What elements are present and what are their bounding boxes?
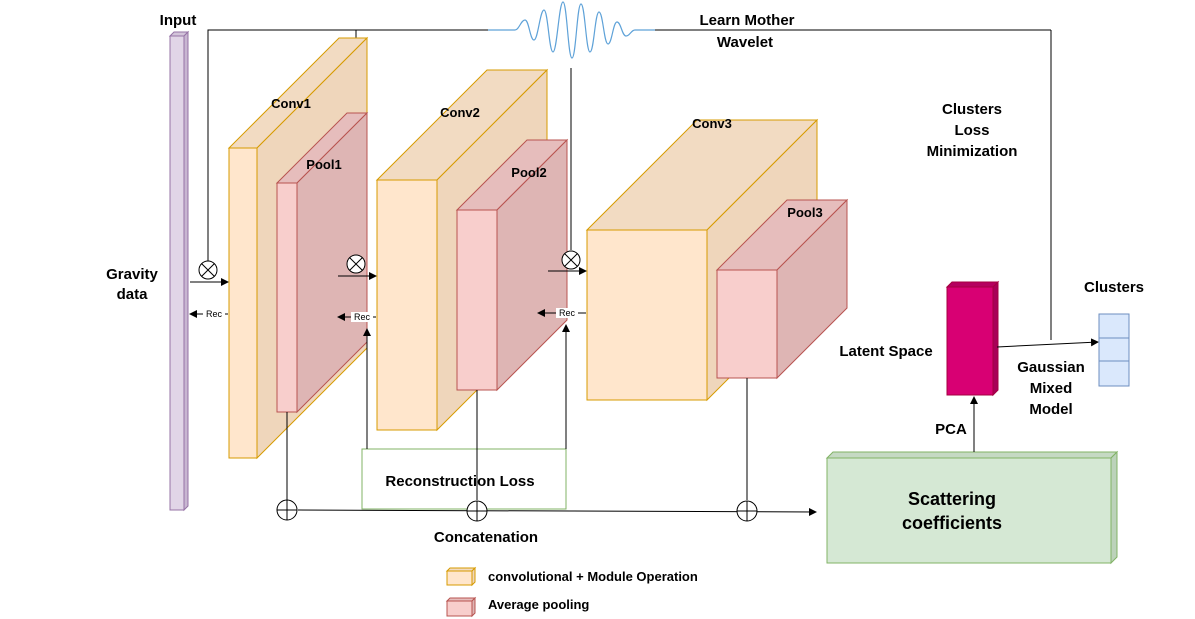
pool2-block xyxy=(455,138,569,392)
pca-label: PCA xyxy=(935,421,967,438)
clusters-loss-label-line1: Clusters xyxy=(942,101,1002,118)
scattering-label-line2: coefficients xyxy=(902,513,1002,533)
latent-space-block xyxy=(945,280,1000,397)
multiply-node-2 xyxy=(346,254,366,274)
multiply-node-1 xyxy=(198,260,218,280)
add-node-3 xyxy=(736,500,758,522)
clusters-loss-label-line2: Loss xyxy=(954,122,989,139)
pool1-label: Pool1 xyxy=(306,157,341,172)
concatenation-lines xyxy=(286,378,817,516)
rec-label-3: Rec xyxy=(559,308,576,318)
legend-pool-swatch xyxy=(445,596,477,618)
add-node-2 xyxy=(466,500,488,522)
forward-arrows xyxy=(190,267,587,286)
gmm-label-line3: Model xyxy=(1029,401,1072,418)
scattering-coefficients-box xyxy=(825,450,1119,565)
legend-pool-label: Average pooling xyxy=(488,597,589,612)
clusters-stack xyxy=(1098,313,1130,387)
rec-label-2: Rec xyxy=(354,312,371,322)
pool3-block xyxy=(715,198,849,380)
legend: convolutional + Module Operation Average… xyxy=(445,566,698,618)
pool1-block xyxy=(275,111,369,414)
conv1-label: Conv1 xyxy=(271,96,311,111)
gmm-label-line1: Gaussian xyxy=(1017,359,1085,376)
input-bar xyxy=(168,30,190,512)
gmm-arrow xyxy=(996,338,1099,348)
gravity-data-label-line1: Gravity xyxy=(106,266,158,283)
legend-conv-label: convolutional + Module Operation xyxy=(488,569,698,584)
input-label: Input xyxy=(160,12,197,29)
pool3-label: Pool3 xyxy=(787,205,822,220)
conv3-label: Conv3 xyxy=(692,116,732,131)
reconstruction-loss-label: Reconstruction Loss xyxy=(385,473,534,490)
gravity-data-label-line2: data xyxy=(117,286,149,303)
wavelet-icon xyxy=(488,1,655,59)
pool2-label: Pool2 xyxy=(511,165,546,180)
concatenation-label: Concatenation xyxy=(434,529,538,546)
reconstruction-loss-box xyxy=(361,448,567,510)
add-node-1 xyxy=(276,499,298,521)
clusters-loss-label-line3: Minimization xyxy=(927,143,1018,160)
rec-label-1: Rec xyxy=(206,309,223,319)
learn-wavelet-label-line1: Learn Mother xyxy=(699,12,794,29)
clusters-label: Clusters xyxy=(1084,279,1144,296)
legend-conv-swatch xyxy=(445,566,477,587)
conv2-label: Conv2 xyxy=(440,105,480,120)
learn-wavelet-label-line2: Wavelet xyxy=(717,34,773,51)
latent-space-label: Latent Space xyxy=(839,343,932,360)
gmm-label-line2: Mixed xyxy=(1030,380,1073,397)
multiply-node-3 xyxy=(561,250,581,270)
scattering-label-line1: Scattering xyxy=(908,489,996,509)
